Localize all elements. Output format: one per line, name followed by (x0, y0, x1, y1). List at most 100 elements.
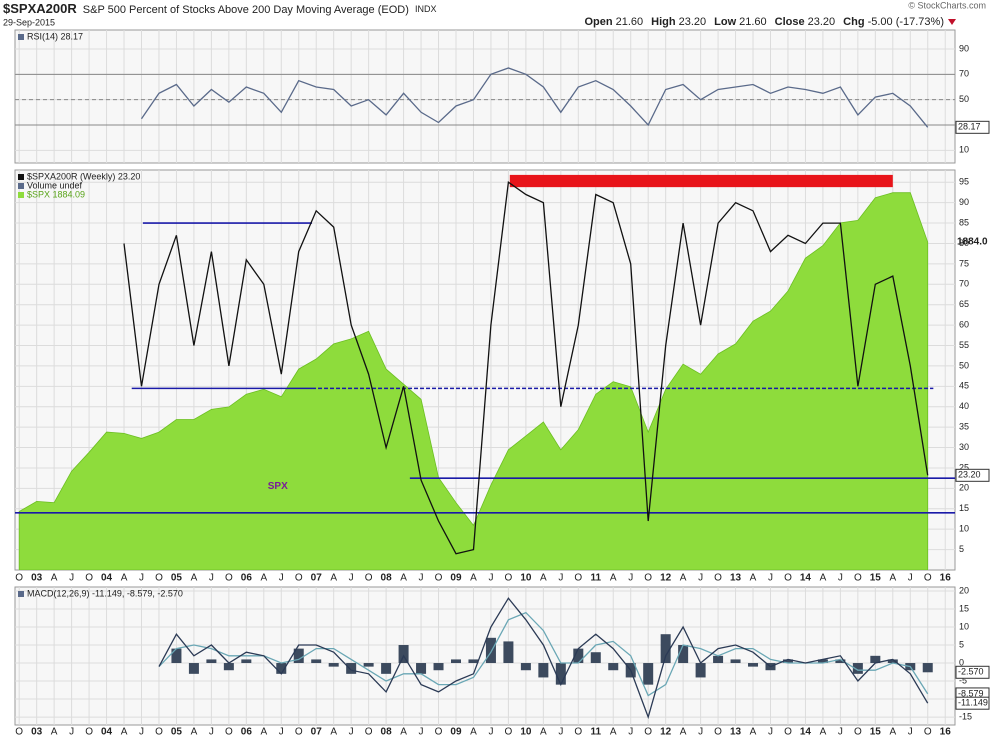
x-tick-label: 12 (660, 573, 672, 584)
x-tick-label: J (558, 573, 563, 584)
y-tick-label: 10 (959, 145, 969, 155)
x-tick-label: 05 (171, 727, 183, 738)
x-tick-label: O (15, 573, 23, 584)
last-value-label: 28.17 (958, 122, 981, 132)
histogram-bar (730, 659, 741, 664)
y-tick-label: 10 (959, 621, 969, 631)
x-tick-label: A (191, 573, 198, 584)
x-tick-label: J (419, 573, 424, 584)
x-tick-label: O (225, 573, 233, 584)
x-tick-label: O (85, 573, 93, 584)
last-value-label: -8.579 (958, 688, 984, 698)
histogram-bar (223, 663, 234, 671)
line (140, 67, 929, 128)
y-tick-label: 15 (959, 603, 969, 613)
x-tick-label: A (540, 727, 547, 738)
y-tick-label: 85 (959, 217, 969, 227)
x-tick-label: J (209, 727, 214, 738)
x-tick-label: 14 (800, 573, 812, 584)
histogram-bar (538, 663, 549, 678)
x-tick-label: J (628, 573, 633, 584)
x-tick-label: A (680, 727, 687, 738)
quote-label: Close (775, 16, 805, 28)
x-tick-label: J (349, 727, 354, 738)
spx-area (18, 192, 929, 570)
histogram-bar (643, 663, 654, 685)
x-tick-label: O (854, 573, 862, 584)
y-tick-label: 5 (959, 544, 964, 554)
histogram-bar (188, 663, 199, 674)
x-tick-label: A (680, 573, 687, 584)
last-value-label: -2.570 (958, 667, 984, 677)
x-tick-label: A (889, 727, 896, 738)
x-tick-label: J (838, 573, 843, 584)
quote-value: 21.60 (739, 16, 767, 28)
x-tick-label: 15 (870, 727, 882, 738)
y-tick-label: 40 (959, 401, 969, 411)
x-tick-label: J (69, 727, 74, 738)
quote-value: 23.20 (808, 16, 836, 28)
x-tick-label: J (628, 727, 633, 738)
y-tick-label: 90 (959, 43, 969, 53)
x-tick-label: 08 (381, 727, 393, 738)
x-tick-label: A (260, 727, 267, 738)
last-value-label: -11.149 (958, 698, 988, 708)
x-tick-label: 04 (101, 573, 113, 584)
plot (15, 587, 955, 725)
x-tick-label: 10 (520, 573, 532, 584)
last-value-box (955, 665, 990, 679)
quote: Open 21.60 High 23.20 Low 21.60 Close 23.20 Chg -… (585, 16, 945, 28)
x-tick-label: A (191, 727, 198, 738)
x-tick-label: O (924, 573, 932, 584)
x-tick-label: 09 (450, 727, 462, 738)
x-tick-label: J (279, 573, 284, 584)
legend-label: $SPXA200R (Weekly) 23.20 (27, 171, 140, 181)
x-tick-label: A (889, 573, 896, 584)
x-tick-label: J (69, 573, 74, 584)
histogram-bar (363, 663, 374, 667)
x-tick-label: O (854, 727, 862, 738)
x-tick-label: O (155, 727, 163, 738)
histogram-bar (608, 663, 619, 671)
x-tick-label: J (349, 573, 354, 584)
x-tick-label: 10 (520, 727, 532, 738)
quote-label: Chg (843, 16, 864, 28)
histogram-bar (695, 663, 706, 678)
legend-swatch (18, 174, 24, 180)
x-tick-label: 11 (590, 727, 601, 738)
histogram-bar (748, 663, 759, 667)
legend-label: MACD(12,26,9) -11.149, -8.579, -2.570 (27, 588, 183, 598)
y-tick-label: -5 (959, 675, 967, 685)
plot (15, 170, 955, 570)
x-tick-label: A (820, 727, 827, 738)
histogram-bar (171, 648, 182, 664)
x-tick-label: O (714, 573, 722, 584)
date: 29-Sep-2015 (3, 17, 55, 27)
y-tick-label: 35 (959, 422, 969, 432)
symbol: $SPXA200R (3, 1, 77, 16)
x-tick-label: A (330, 727, 337, 738)
quote-label: High (651, 16, 676, 28)
x-tick-label: O (574, 573, 582, 584)
x-tick-label: 11 (590, 573, 601, 584)
x-tick-label: O (155, 573, 163, 584)
histogram-bar (346, 663, 357, 674)
last-value-box (955, 120, 990, 134)
line (158, 611, 929, 697)
x-tick-label: J (279, 727, 284, 738)
x-tick-label: J (768, 727, 773, 738)
x-tick-label: O (505, 573, 513, 584)
histogram-bar (590, 652, 601, 664)
x-tick-label: A (610, 727, 617, 738)
x-tick-label: O (295, 727, 303, 738)
y-tick-label: 90 (959, 197, 969, 207)
resistance-band (509, 174, 893, 188)
x-tick-label: 13 (730, 727, 742, 738)
x-tick-label: A (540, 573, 547, 584)
histogram-bar (381, 663, 392, 674)
line (158, 597, 929, 720)
x-tick-label: 05 (171, 573, 183, 584)
last-value-label: 23.20 (958, 470, 981, 480)
y-tick-label: 95 (959, 177, 969, 187)
